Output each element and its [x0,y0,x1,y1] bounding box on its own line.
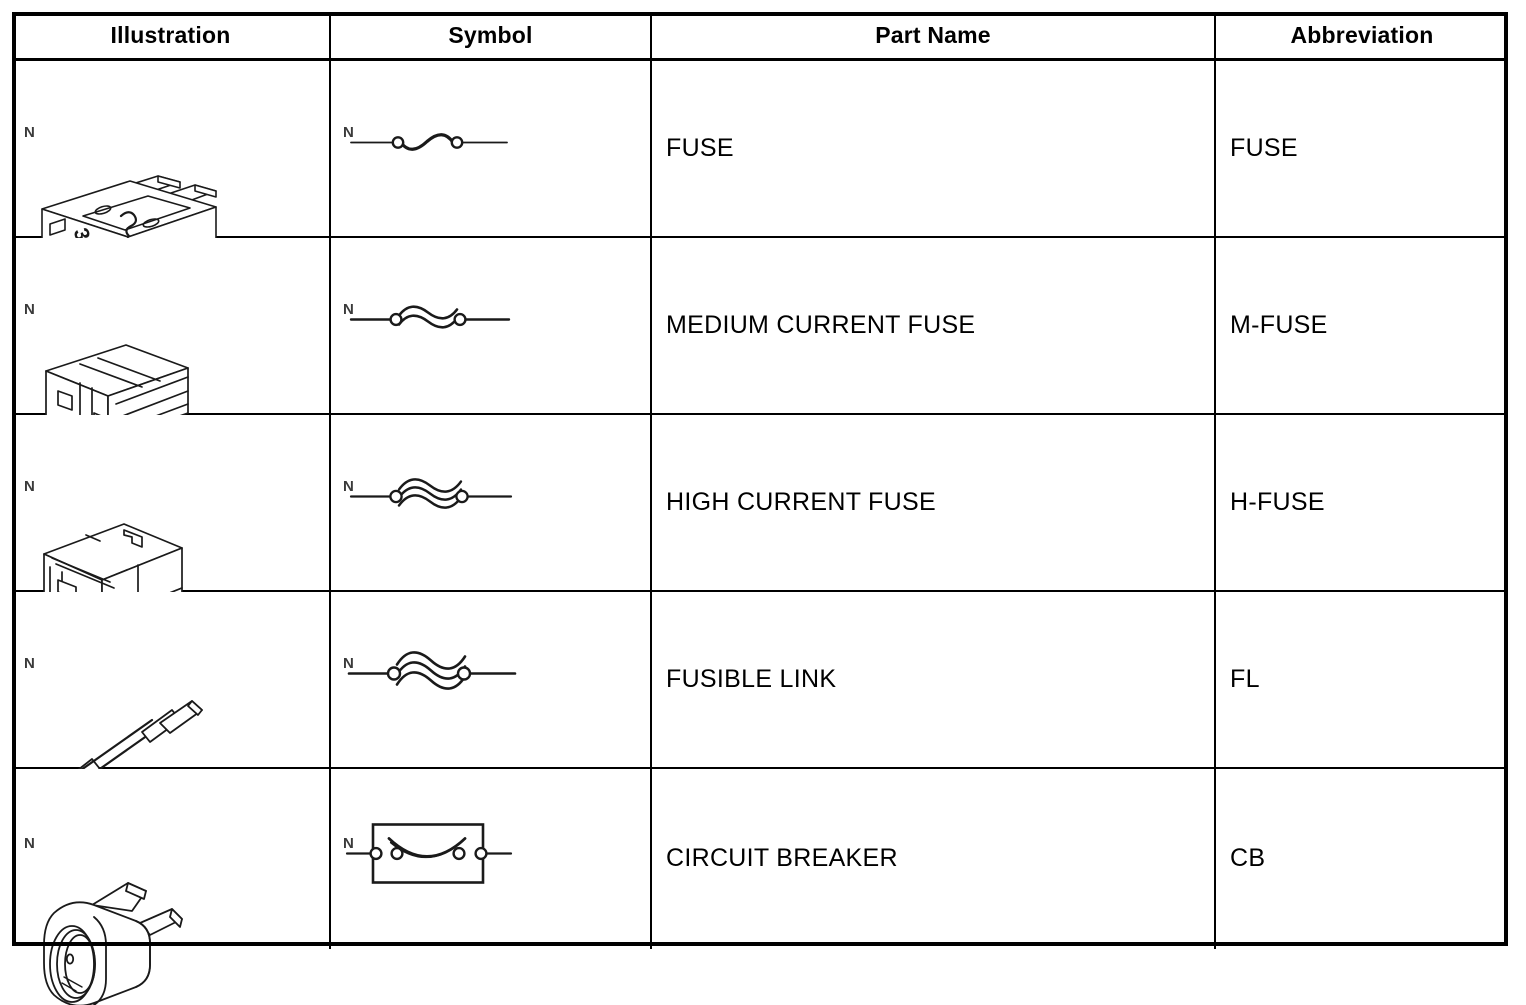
part-name-cell: FUSE [651,59,1216,238]
symbol-cell: N [330,413,652,592]
fusible-link-symbol [343,619,633,729]
illustration-cell: 30 N [12,59,331,286]
illustration-mark: N [24,124,35,142]
symbol-cell: N [330,590,652,769]
circuit-breaker-illustration [20,865,320,1005]
abbreviation-cell: FUSE [1215,59,1508,238]
symbol-mark: N [343,655,354,672]
symbol-cell: N [330,767,652,949]
column-header-abbreviation: Abbreviation [1215,12,1508,61]
symbol-mark: N [343,478,354,495]
abbreviation-cell: M-FUSE [1215,236,1508,415]
symbol-cell: N [330,236,652,415]
legend-sheet: Illustration Symbol Part Name Abbreviati… [12,12,1508,1005]
medium-current-fuse-symbol [343,265,633,375]
part-name-cell: FUSIBLE LINK [651,590,1216,769]
symbol-cell: N [330,59,652,238]
illustration-mark: N [24,301,35,318]
symbol-mark: N [343,301,354,318]
part-name-cell: CIRCUIT BREAKER [651,767,1216,949]
part-name-cell: HIGH CURRENT FUSE [651,413,1216,592]
abbreviation-cell: FL [1215,590,1508,769]
illustration-mark: N [24,834,35,852]
abbreviation-cell: H-FUSE [1215,413,1508,592]
table-row: N [12,590,1508,811]
illustration-mark: N [24,478,35,495]
fuse-symbol [343,88,633,198]
table-header: Illustration Symbol Part Name Abbreviati… [12,12,1508,61]
symbol-mark: N [343,834,354,852]
component-legend-table: Illustration Symbol Part Name Abbreviati… [12,12,1508,1005]
column-header-symbol: Symbol [330,12,652,61]
header-row: Illustration Symbol Part Name Abbreviati… [12,12,1508,61]
table-body: 30 N [12,59,1508,1005]
circuit-breaker-symbol [343,798,633,908]
illustration-mark: N [24,655,35,672]
table-row: 30 N [12,59,1508,286]
column-header-illustration: Illustration [12,12,331,61]
illustration-cell: N [12,590,331,811]
table-row: N [12,767,1508,1005]
illustration-cell: N [12,767,331,1005]
part-name-cell: MEDIUM CURRENT FUSE [651,236,1216,415]
high-current-fuse-symbol [343,442,633,552]
illustration-cell: N [12,413,331,628]
column-header-part-name: Part Name [651,12,1216,61]
table-row: N [12,413,1508,628]
table-row: N [12,236,1508,449]
abbreviation-cell: CB [1215,767,1508,949]
symbol-mark: N [343,124,354,142]
illustration-cell: N [12,236,331,449]
